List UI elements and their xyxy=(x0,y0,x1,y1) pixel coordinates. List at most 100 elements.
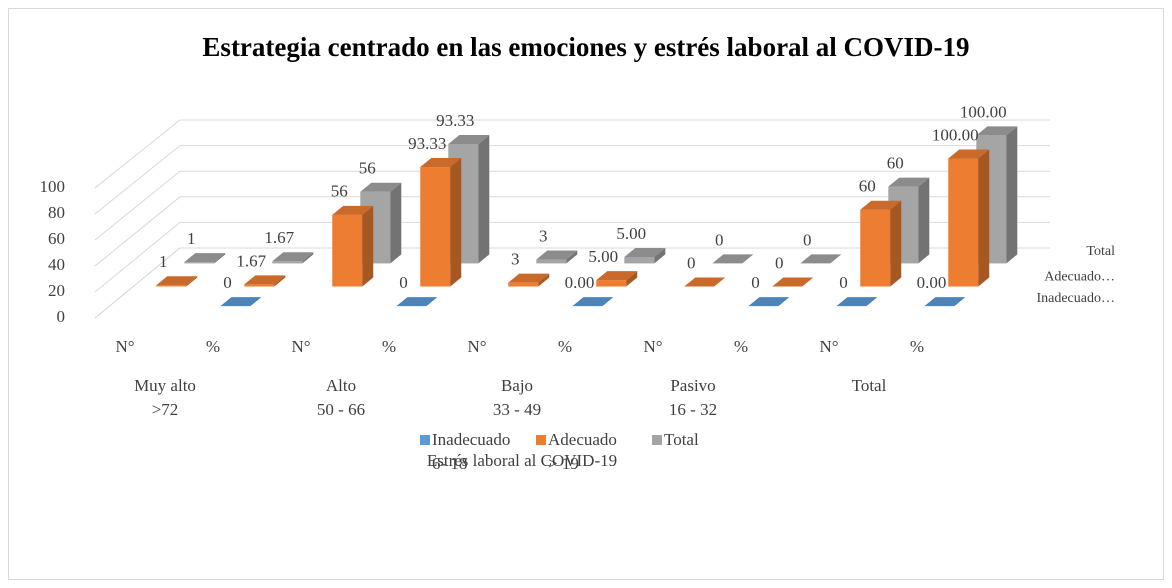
bar xyxy=(924,297,966,307)
bar-top xyxy=(360,182,402,192)
bar-top xyxy=(220,297,262,307)
data-label: 93.33 xyxy=(436,111,474,130)
bar-front xyxy=(156,285,187,287)
data-label: 1.67 xyxy=(264,228,294,247)
bar-top xyxy=(860,200,902,210)
bar-front xyxy=(184,262,215,264)
group-label: Total xyxy=(851,376,887,395)
bar-top xyxy=(572,297,614,307)
bar xyxy=(572,297,614,307)
x-tick-label: N° xyxy=(819,337,838,356)
grid-line xyxy=(94,119,1050,189)
bar-front xyxy=(860,209,891,287)
group-label: Alto 50 - 66 xyxy=(316,376,366,419)
bar-top xyxy=(976,126,1018,136)
grid-line xyxy=(94,170,1050,241)
x-tick-label: N° xyxy=(291,337,310,356)
x-tick-label: % xyxy=(382,337,396,356)
y-tick-label: 40 xyxy=(48,255,65,274)
bar-top xyxy=(948,149,990,159)
x-tick-label: N° xyxy=(643,337,662,356)
group-label: Pasivo 16 - 32 xyxy=(668,376,718,419)
bar-side xyxy=(450,158,462,287)
legend-label: Adecuado > 19 xyxy=(548,430,617,473)
chart-frame xyxy=(8,8,1164,580)
chart-title: Estrategia centrado en las emociones y e… xyxy=(202,32,969,62)
y-tick-label: 20 xyxy=(48,281,65,300)
x-tick-label: N° xyxy=(467,337,486,356)
bar-top xyxy=(332,205,374,215)
bar-side xyxy=(654,248,666,264)
bar-top xyxy=(684,277,726,287)
x-axis-title: Estrés laboral al COVID-19 xyxy=(427,451,617,470)
legend-swatch xyxy=(536,435,546,445)
bar-side xyxy=(566,250,578,264)
bar xyxy=(836,297,878,307)
data-label: 93.33 xyxy=(408,134,446,153)
bar-top xyxy=(924,297,966,307)
grid-line xyxy=(94,145,1050,215)
bar-top xyxy=(396,297,438,307)
bar-side xyxy=(626,271,638,287)
data-label: 0 xyxy=(839,273,848,292)
bar-side xyxy=(390,182,402,264)
bar xyxy=(420,158,462,287)
bar-side xyxy=(186,276,198,287)
data-label: 3 xyxy=(511,250,520,269)
data-label: 0 xyxy=(687,253,696,272)
bar-top xyxy=(156,276,198,286)
y-tick-label: 0 xyxy=(57,307,66,326)
bar xyxy=(596,271,638,287)
x-tick-label: % xyxy=(734,337,748,356)
bar-side xyxy=(918,177,930,264)
legend-swatch xyxy=(652,435,662,445)
bar xyxy=(800,254,842,264)
bar xyxy=(684,277,726,287)
data-label: 0 xyxy=(399,273,408,292)
grid-line xyxy=(94,221,1050,293)
bar-top xyxy=(748,297,790,307)
bar-top xyxy=(420,158,462,168)
bar xyxy=(508,273,550,287)
data-label: 0.00 xyxy=(565,273,595,292)
bar xyxy=(156,276,198,287)
bar-top xyxy=(596,271,638,281)
x-tick-label: % xyxy=(910,337,924,356)
depth-label: Adecuado… xyxy=(1044,270,1115,285)
depth-label: Total xyxy=(1086,244,1115,259)
bar-front xyxy=(272,261,303,264)
data-label: 56 xyxy=(331,182,348,201)
data-label: 1.67 xyxy=(236,251,266,270)
bar-top xyxy=(772,277,814,287)
legend-label: Total xyxy=(664,430,699,449)
bar xyxy=(536,250,578,264)
bar-side xyxy=(978,149,990,287)
bar xyxy=(332,205,374,287)
grid-line xyxy=(94,196,1050,267)
bar-top xyxy=(184,253,226,263)
bar-top xyxy=(712,254,754,264)
bar-front xyxy=(244,284,275,287)
data-label: 0.00 xyxy=(917,273,947,292)
bar-side xyxy=(890,200,902,287)
floor xyxy=(94,247,1050,319)
data-label: 0 xyxy=(751,273,760,292)
bar xyxy=(748,297,790,307)
bar xyxy=(184,253,226,264)
bar-top xyxy=(836,297,878,307)
bar-front xyxy=(596,280,627,287)
y-tick-label: 80 xyxy=(48,203,65,222)
bar-top xyxy=(888,177,930,187)
data-label: 60 xyxy=(887,154,904,173)
data-label: 0 xyxy=(775,253,784,272)
bar-top xyxy=(448,134,490,144)
y-tick-label: 60 xyxy=(48,229,65,248)
data-label: 3 xyxy=(539,226,548,245)
group-label: Muy alto >72 xyxy=(134,376,196,419)
bar xyxy=(272,252,314,264)
bar-side xyxy=(362,205,374,287)
x-tick-label: N° xyxy=(115,337,134,356)
bar-side xyxy=(478,134,490,264)
bar-side xyxy=(1006,126,1018,264)
